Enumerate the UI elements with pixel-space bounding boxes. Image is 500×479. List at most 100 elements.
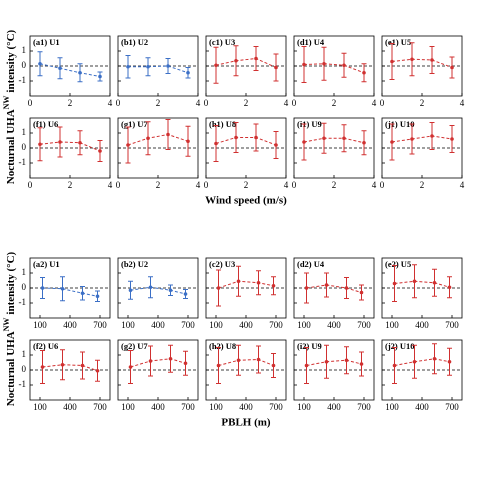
point xyxy=(234,58,238,63)
series-line xyxy=(128,65,189,74)
point xyxy=(183,292,188,296)
point xyxy=(98,149,102,153)
point xyxy=(38,61,42,66)
panel-title: (e2) U5 xyxy=(385,259,411,269)
point xyxy=(271,363,276,368)
x-tick-label: 0 xyxy=(28,180,33,190)
point xyxy=(80,363,85,368)
x-tick-label: 100 xyxy=(209,320,223,330)
x-tick-label: 4 xyxy=(196,180,201,190)
point xyxy=(342,63,346,68)
point xyxy=(274,143,278,147)
x-tick-label: 0 xyxy=(28,98,33,108)
x-tick-label: 100 xyxy=(297,402,311,412)
x-tick-label: 400 xyxy=(151,402,165,412)
series-line xyxy=(218,280,274,289)
point xyxy=(234,135,238,140)
panel-title: (a2) U1 xyxy=(33,259,60,269)
point xyxy=(271,283,276,288)
y-label-part: intensity (°C) xyxy=(5,251,17,314)
point xyxy=(322,61,326,66)
point xyxy=(362,140,366,145)
point xyxy=(168,288,173,293)
point xyxy=(60,362,65,367)
x-tick-label: 700 xyxy=(269,402,283,412)
point xyxy=(186,139,190,144)
point xyxy=(58,140,62,144)
point xyxy=(95,294,100,299)
point xyxy=(216,363,221,368)
point xyxy=(166,132,170,137)
x-tick-label: 400 xyxy=(327,320,341,330)
x-tick-label: 4 xyxy=(108,98,113,108)
point xyxy=(390,140,394,144)
y-label-sup: NW xyxy=(2,96,11,110)
point xyxy=(430,134,434,138)
series-line xyxy=(394,280,450,288)
panel-title: (h1) U8 xyxy=(209,119,236,129)
series-line xyxy=(130,286,186,295)
x-tick-label: 2 xyxy=(332,180,337,190)
x-tick-label: 700 xyxy=(357,402,371,412)
point xyxy=(324,283,329,287)
point xyxy=(254,56,258,61)
y-label-sup: NW xyxy=(2,318,11,332)
x-tick-label: 400 xyxy=(151,320,165,330)
panel-title: (a1) U1 xyxy=(33,37,60,47)
x-tick-label: 2 xyxy=(156,98,161,108)
point xyxy=(359,362,364,366)
x-tick-label: 100 xyxy=(385,402,399,412)
point xyxy=(80,291,85,296)
series-line xyxy=(39,63,101,77)
panel-title: (c2) U3 xyxy=(209,259,235,269)
series-line xyxy=(215,57,277,68)
x-tick-label: 400 xyxy=(239,402,253,412)
x-tick-label: 2 xyxy=(156,180,161,190)
point xyxy=(304,363,309,368)
series-line xyxy=(394,358,450,366)
y-tick-label: -1 xyxy=(19,379,27,389)
point xyxy=(60,286,65,291)
x-tick-label: 400 xyxy=(327,402,341,412)
x-tick-label: 100 xyxy=(385,320,399,330)
point xyxy=(392,363,397,368)
x-tick-label: 400 xyxy=(239,320,253,330)
panel-title: (j1) U10 xyxy=(385,119,415,129)
x-tick-label: 2 xyxy=(420,180,425,190)
point xyxy=(126,64,130,69)
x-tick-label: 0 xyxy=(380,180,385,190)
point xyxy=(254,135,258,140)
x-tick-label: 0 xyxy=(204,180,209,190)
x-tick-label: 400 xyxy=(415,402,429,412)
y-tick-label: -1 xyxy=(19,157,27,167)
series-line xyxy=(215,137,277,146)
x-tick-label: 700 xyxy=(181,320,195,330)
point xyxy=(322,136,326,141)
point xyxy=(447,285,452,290)
point xyxy=(236,279,241,284)
panel-title: (g1) U7 xyxy=(121,119,148,129)
point xyxy=(95,368,100,373)
x-tick-label: 100 xyxy=(33,320,47,330)
panel-title: (d2) U4 xyxy=(297,259,325,269)
x-tick-label: 100 xyxy=(209,402,223,412)
panel-title: (b1) U2 xyxy=(121,37,148,47)
series-line xyxy=(391,135,453,143)
y-tick-label: 1 xyxy=(22,349,27,359)
point xyxy=(78,140,82,145)
x-tick-label: 4 xyxy=(284,180,289,190)
x-tick-label: 2 xyxy=(332,98,337,108)
point xyxy=(168,356,173,361)
x-tick-label: 400 xyxy=(63,402,77,412)
y-tick-label: 0 xyxy=(22,364,27,374)
x-tick-label: 2 xyxy=(244,180,249,190)
point xyxy=(216,286,221,290)
x-tick-label: 4 xyxy=(284,98,289,108)
x-tick-label: 700 xyxy=(93,320,107,330)
panel-title: (e1) U5 xyxy=(385,37,411,47)
point xyxy=(40,365,45,369)
x-axis-label: PBLH (m) xyxy=(221,417,271,429)
panel-title: (i1) U9 xyxy=(297,119,322,129)
point xyxy=(324,359,329,364)
